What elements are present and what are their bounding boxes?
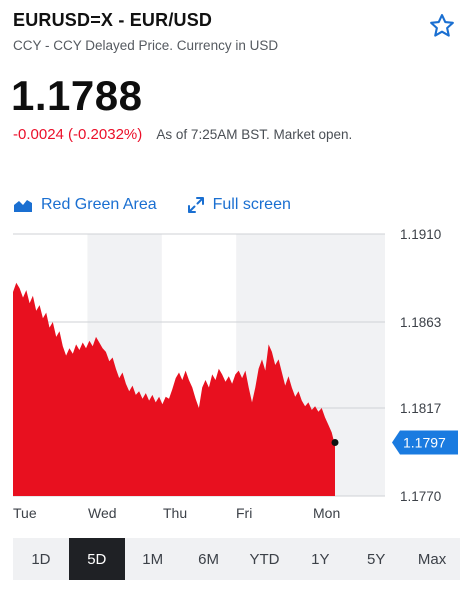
x-tick-label: Tue bbox=[13, 505, 37, 521]
range-button-max[interactable]: Max bbox=[417, 550, 447, 568]
ticker-title: EURUSD=X - EUR/USD bbox=[13, 10, 213, 30]
x-tick-label: Thu bbox=[163, 505, 187, 521]
quote-subtitle: CCY - CCY Delayed Price. Currency in USD bbox=[13, 38, 279, 53]
fullscreen-label: Full screen bbox=[212, 196, 291, 213]
y-tick-label: 1.1817 bbox=[400, 401, 441, 416]
last-price-point bbox=[331, 438, 339, 446]
y-tick-label: 1.1863 bbox=[400, 315, 441, 330]
y-tick-label: 1.1910 bbox=[400, 228, 441, 242]
range-selector: 1D 5D 1M 6M YTD 1Y 5Y Max bbox=[13, 538, 460, 580]
chart-toolbar: Red Green Area Full screen bbox=[13, 196, 291, 214]
price-area-series bbox=[13, 282, 335, 496]
range-button-1y[interactable]: 1Y bbox=[311, 550, 330, 568]
range-button-ytd[interactable]: YTD bbox=[249, 550, 280, 568]
current-price-tag: 1.1797 bbox=[392, 430, 458, 455]
current-price: 1.1788 bbox=[11, 72, 143, 119]
chart-type-label: Red Green Area bbox=[41, 196, 157, 213]
expand-icon bbox=[187, 196, 205, 214]
range-button-1m[interactable]: 1M bbox=[142, 550, 164, 568]
current-price-tag-label: 1.1797 bbox=[403, 434, 446, 450]
price-change-row: -0.0024 (-0.2032%) As of 7:25AM BST. Mar… bbox=[13, 126, 352, 143]
x-tick-label: Wed bbox=[88, 505, 117, 521]
chart-type-button[interactable]: Red Green Area bbox=[13, 196, 157, 214]
quote-timestamp: As of 7:25AM BST. Market open. bbox=[156, 127, 353, 142]
x-tick-label: Fri bbox=[236, 505, 252, 521]
watchlist-star-icon[interactable] bbox=[428, 12, 456, 40]
area-chart-icon bbox=[13, 197, 33, 213]
y-tick-label: 1.1770 bbox=[400, 489, 441, 504]
range-button-5y[interactable]: 5Y bbox=[367, 550, 386, 568]
range-button-6m[interactable]: 6M bbox=[198, 550, 219, 568]
range-button-1d[interactable]: 1D bbox=[31, 550, 51, 568]
range-button-5d[interactable]: 5D bbox=[68, 538, 125, 580]
fullscreen-button[interactable]: Full screen bbox=[187, 196, 291, 214]
quote-header: EURUSD=X - EUR/USD bbox=[13, 10, 460, 31]
price-change: -0.0024 (-0.2032%) bbox=[13, 126, 143, 143]
price-chart[interactable]: 1.1910 1.1863 1.1817 1.1770 Tue Wed Thu Fri Mon… bbox=[0, 228, 473, 528]
x-tick-label: Mon bbox=[313, 505, 340, 521]
